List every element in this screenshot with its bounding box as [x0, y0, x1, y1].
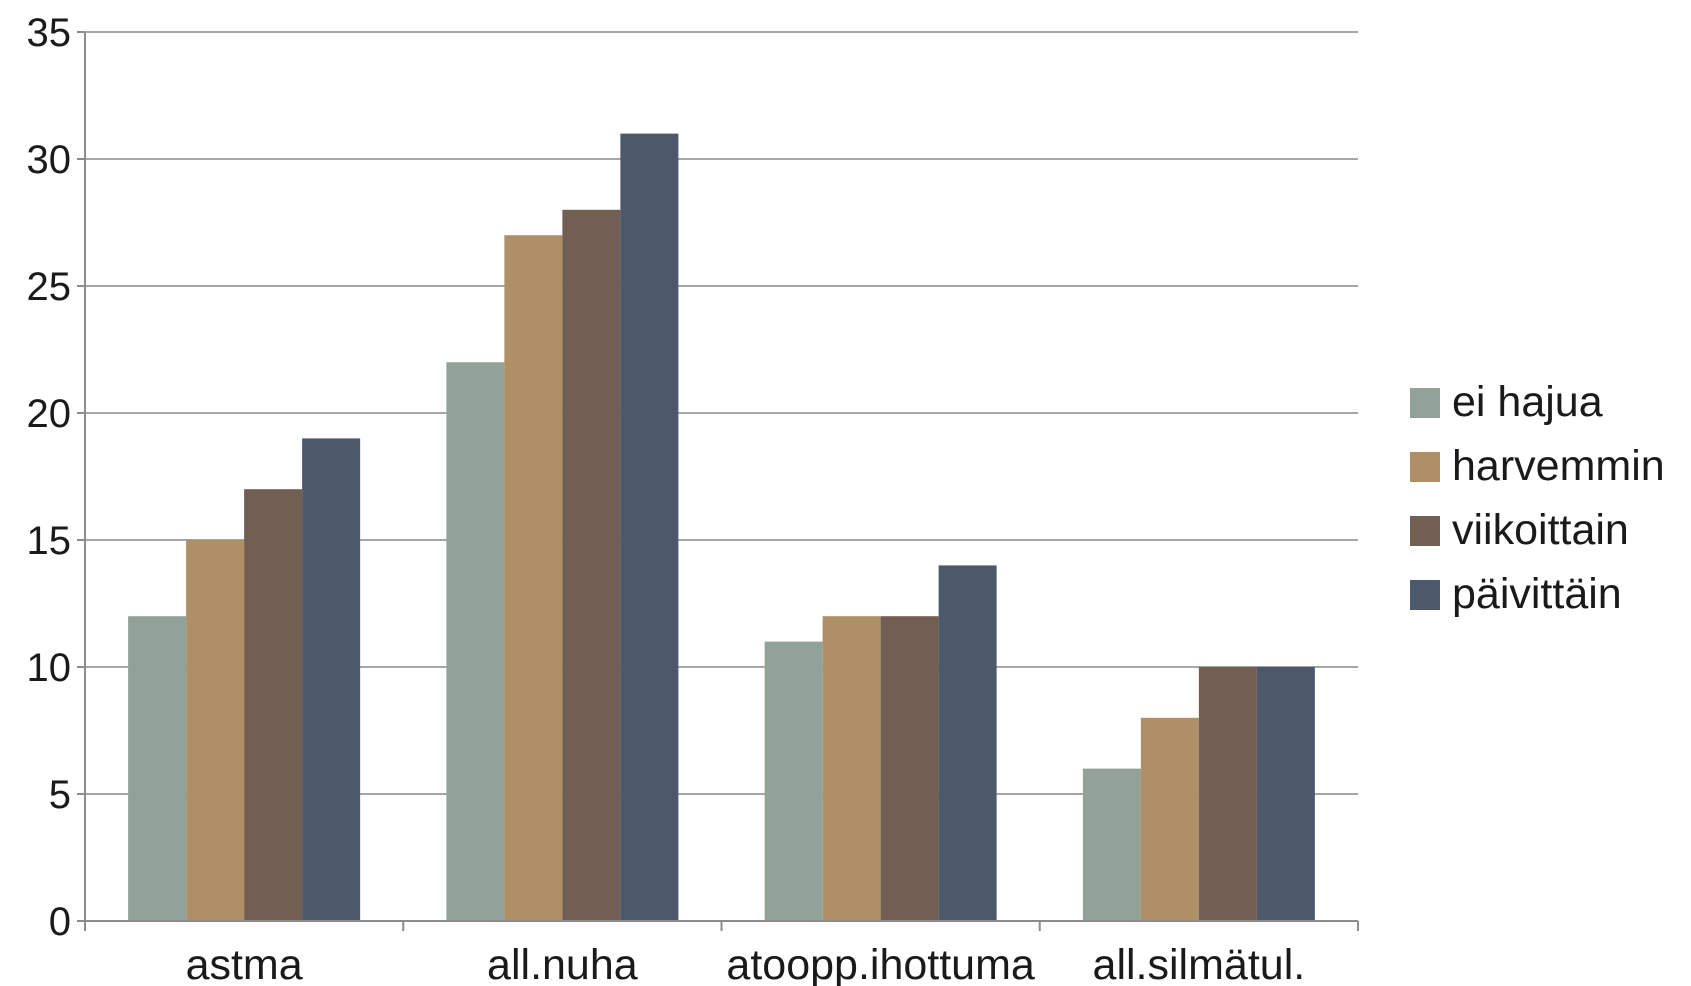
bar-all.silmätul.-ei hajua: [1082, 768, 1141, 921]
y-tick-label: 10: [27, 646, 72, 690]
legend-label: viikoittain: [1452, 506, 1629, 554]
bar-astma-ei hajua: [128, 616, 187, 921]
x-category-label: astma: [186, 941, 303, 986]
x-category-labels: astma all.nuha atoopp.ihottuma all.silmätul…: [186, 941, 1306, 986]
bar-atoopp.ihottuma-harvemmin: [822, 616, 881, 921]
bar-atoopp.ihottuma-viikoittain: [880, 616, 939, 921]
axes: [77, 31, 1359, 931]
y-tick-label: 25: [27, 265, 72, 309]
bar-all.nuha-viikoittain: [562, 209, 621, 922]
y-tick-label: 5: [49, 773, 71, 817]
y-tick-labels: 0 5 10 15 20 25 30 35: [27, 11, 72, 944]
legend-swatch: [1410, 516, 1440, 546]
bar-all.nuha-harvemmin: [504, 235, 563, 921]
x-category-label: atoopp.ihottuma: [726, 941, 1034, 986]
y-tick-label: 15: [27, 519, 72, 563]
y-tick-label: 0: [49, 900, 71, 944]
y-tick-label: 30: [27, 138, 72, 182]
bar-all.nuha-päivittäin: [620, 133, 679, 922]
y-tick-label: 20: [27, 392, 72, 436]
legend-swatch: [1410, 388, 1440, 418]
bar-atoopp.ihottuma-päivittäin: [938, 565, 997, 921]
legend: ei hajua harvemmin viikoittain päivittäin: [1410, 378, 1665, 618]
bar-atoopp.ihottuma-ei hajua: [764, 641, 823, 921]
bar-all.silmätul.-päivittäin: [1256, 667, 1315, 921]
bar-all.silmätul.-viikoittain: [1198, 667, 1257, 921]
legend-swatch: [1410, 580, 1440, 610]
legend-swatch: [1410, 452, 1440, 482]
bars: [128, 133, 1315, 922]
legend-label: päivittäin: [1452, 570, 1622, 618]
bar-astma-viikoittain: [244, 489, 303, 921]
bar-astma-päivittäin: [302, 438, 361, 921]
bar-astma-harvemmin: [186, 540, 245, 921]
bar-all.nuha-ei hajua: [446, 362, 505, 921]
legend-label: ei hajua: [1452, 378, 1603, 426]
legend-label: harvemmin: [1452, 442, 1665, 490]
y-tick-label: 35: [27, 11, 72, 55]
bar-all.silmätul.-harvemmin: [1140, 717, 1199, 921]
x-category-label: all.nuha: [487, 941, 638, 986]
x-category-label: all.silmätul.: [1093, 941, 1306, 986]
